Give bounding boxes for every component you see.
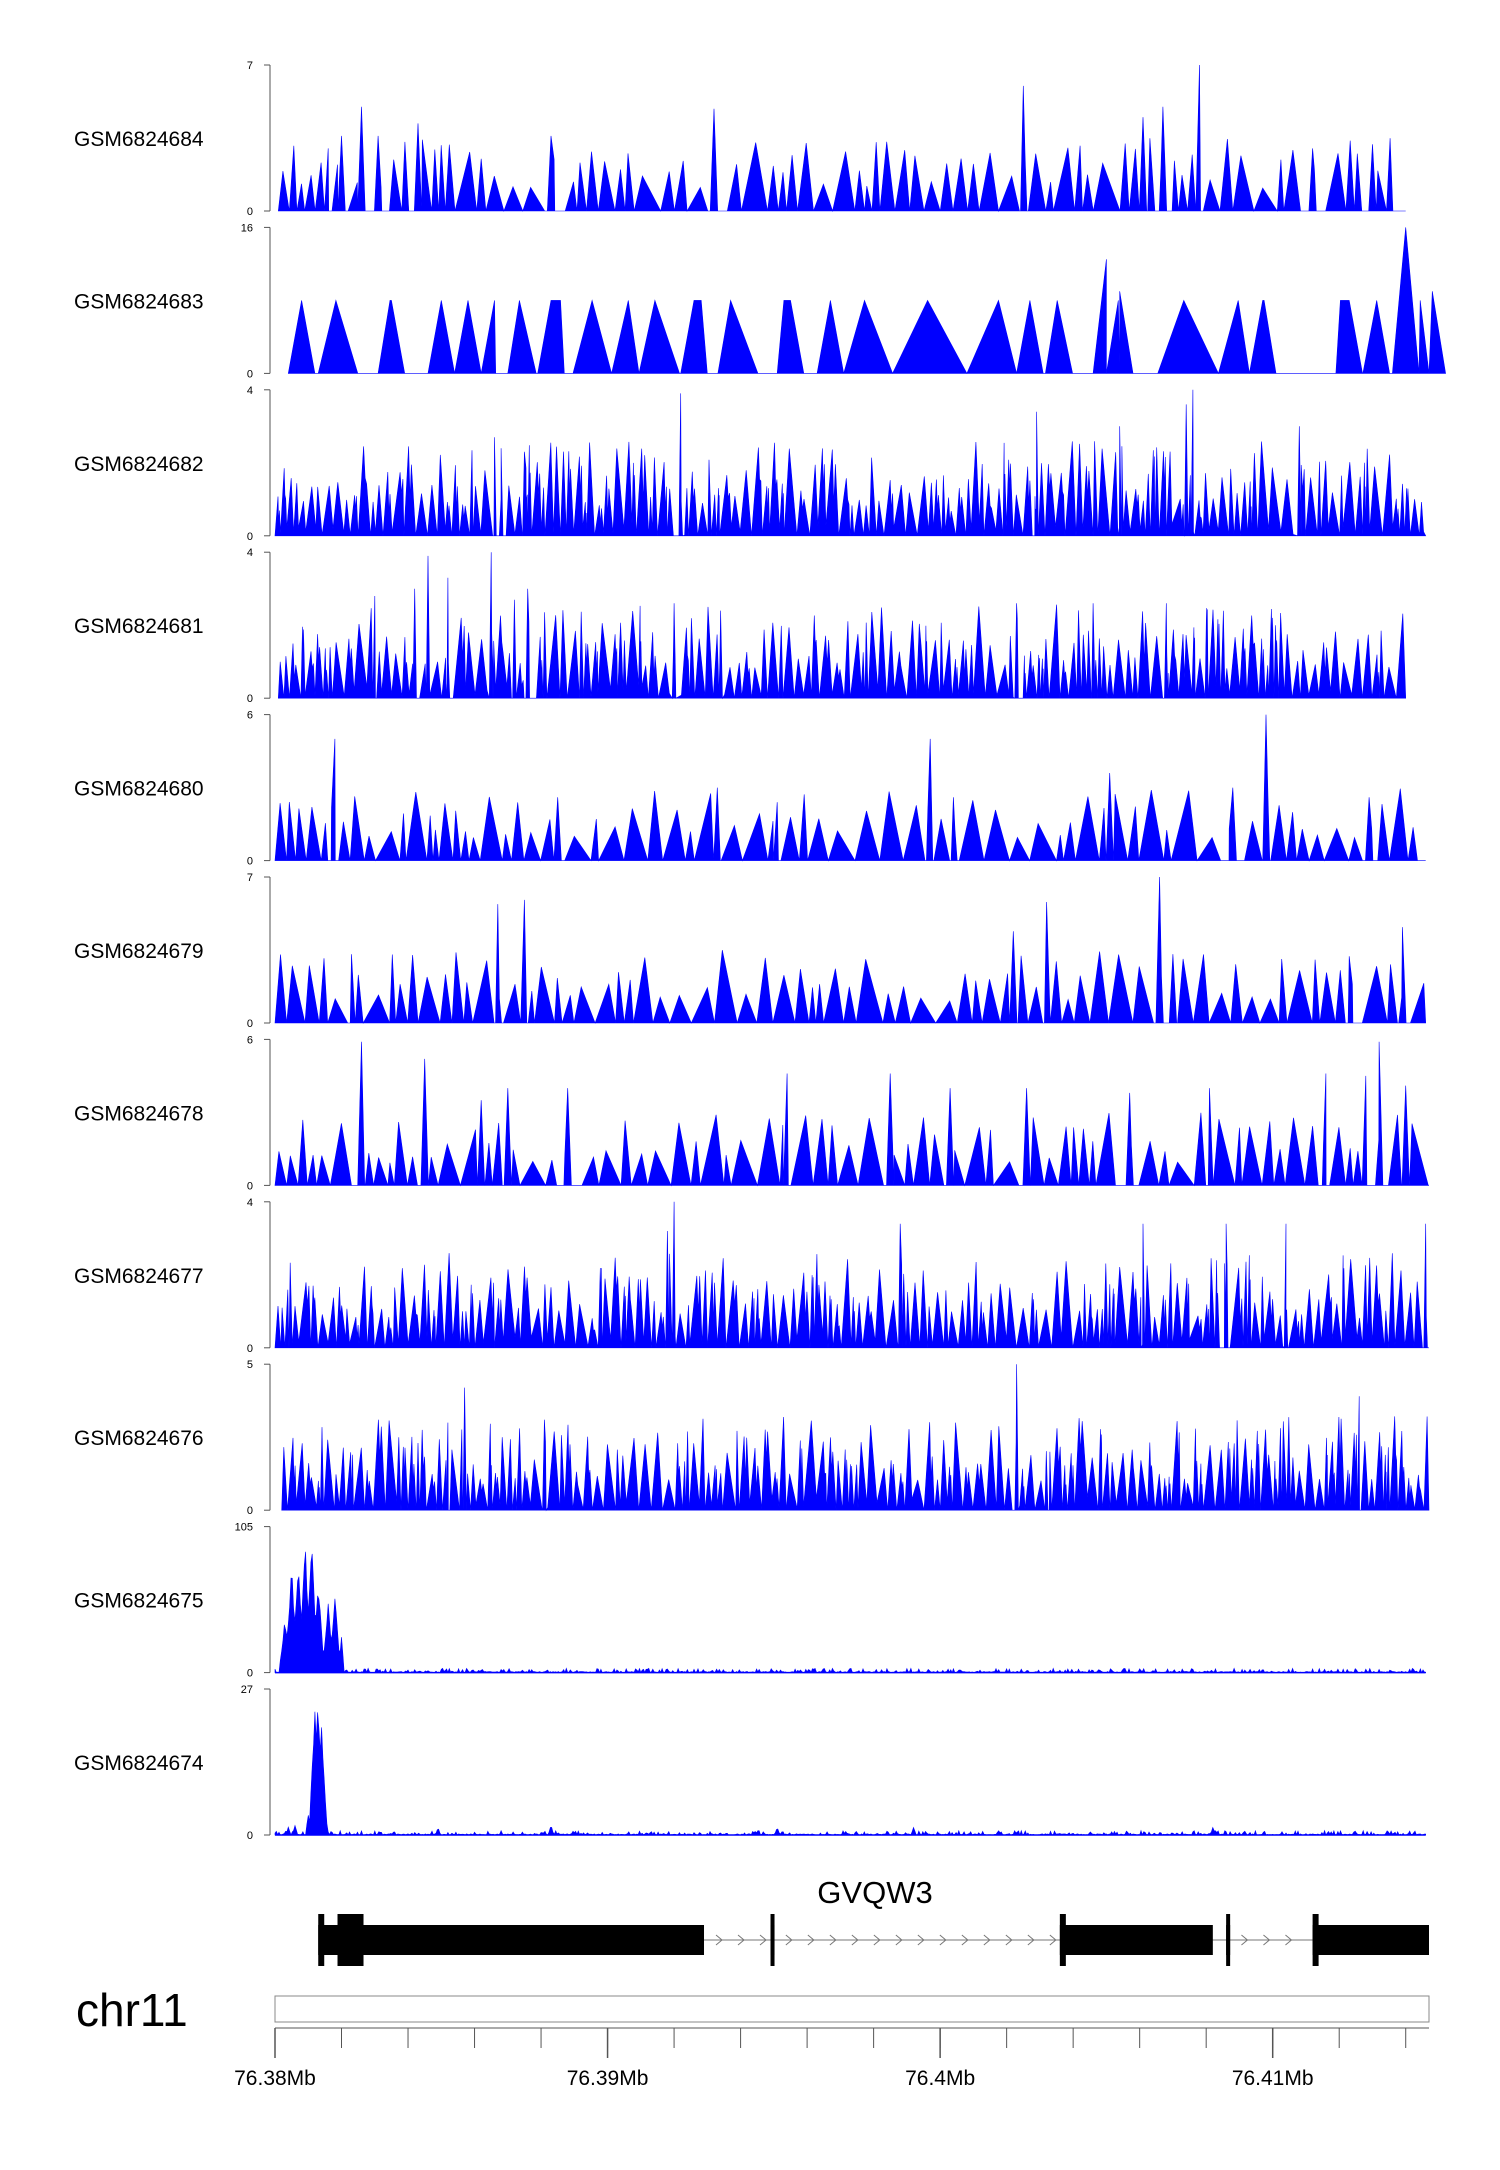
x-tick-label: 76.41Mb (1232, 2067, 1314, 2090)
track-GSM6824682: GSM6824682 4 0 (74, 385, 1427, 543)
y-zero-label: 0 (247, 693, 253, 705)
track-label: GSM6824679 (74, 940, 204, 963)
strand-chevron (715, 1934, 723, 1946)
y-zero-label: 0 (247, 1668, 253, 1680)
exon-boundary-mark (318, 1914, 325, 1966)
track-GSM6824681: GSM6824681 4 0 (74, 547, 1406, 705)
y-max-label: 16 (241, 222, 253, 234)
exon-boundary-mark (1226, 1914, 1231, 1966)
strand-chevron (1285, 1934, 1293, 1946)
signal-area (274, 714, 1426, 862)
y-max-label: 105 (235, 1522, 253, 1534)
signal-tracks: GSM682468470GSM6824683160GSM682468240GSM… (74, 60, 1446, 1842)
x-tick-label: 76.38Mb (234, 2067, 316, 2090)
y-max-label: 4 (247, 547, 253, 559)
track-GSM6824676: GSM6824676 5 0 (74, 1359, 1430, 1517)
signal-area (277, 552, 1406, 700)
signal-area (274, 389, 1427, 537)
signal-area (274, 1041, 1429, 1187)
track-label: GSM6824677 (74, 1265, 204, 1288)
track-label: GSM6824682 (74, 453, 204, 476)
y-zero-label: 0 (247, 1830, 253, 1842)
signal-area (287, 227, 1446, 375)
chromosome-band (274, 1995, 1430, 2023)
gene-model-track: GVQW3 (318, 1875, 1429, 1966)
y-max-label: 27 (241, 1684, 253, 1696)
chromosome-ideogram: chr11 (76, 1984, 1430, 2036)
track-label: GSM6824680 (74, 778, 204, 801)
y-zero-label: 0 (247, 1343, 253, 1355)
strand-chevron (785, 1934, 793, 1946)
track-GSM6824679: GSM6824679 7 0 (74, 872, 1427, 1030)
strand-chevron (807, 1934, 815, 1946)
strand-chevron (851, 1934, 859, 1946)
signal-area (274, 1711, 1426, 1836)
track-label: GSM6824678 (74, 1102, 204, 1125)
x-tick-label: 76.39Mb (567, 2067, 649, 2090)
strand-chevron (939, 1934, 947, 1946)
signal-area (277, 64, 1406, 213)
gene-name-label: GVQW3 (817, 1875, 932, 1910)
exon-5 (1312, 1925, 1429, 1955)
strand-chevron (961, 1934, 969, 1946)
chromosome-label: chr11 (76, 1984, 188, 2036)
strand-chevron (1027, 1934, 1035, 1946)
y-max-label: 6 (247, 710, 253, 722)
track-GSM6824684: GSM6824684 7 0 (74, 60, 1406, 218)
signal-area (274, 1551, 1426, 1674)
strand-chevron (737, 1934, 745, 1946)
genome-axis: 76.38Mb 76.39Mb 76.4Mb 76.41Mb (234, 2027, 1429, 2090)
y-max-label: 5 (247, 1359, 253, 1371)
track-GSM6824683: GSM6824683 16 0 (74, 222, 1446, 380)
exon-boundary-mark (1059, 1914, 1066, 1966)
y-max-label: 4 (247, 385, 253, 397)
strand-chevron (829, 1934, 837, 1946)
y-max-label: 7 (247, 872, 253, 884)
track-GSM6824677: GSM6824677 4 0 (74, 1197, 1429, 1355)
y-zero-label: 0 (247, 531, 253, 543)
strand-chevron (917, 1934, 925, 1946)
y-max-label: 6 (247, 1034, 253, 1046)
exon-boundary-mark (1312, 1914, 1319, 1966)
exon-boundary-mark (770, 1914, 775, 1966)
strand-chevron (1049, 1934, 1057, 1946)
signal-area (274, 876, 1427, 1025)
strand-chevron (895, 1934, 903, 1946)
track-label: GSM6824683 (74, 290, 204, 313)
x-tick-label: 76.4Mb (905, 2067, 975, 2090)
y-zero-label: 0 (247, 1505, 253, 1517)
track-label: GSM6824676 (74, 1427, 204, 1450)
track-GSM6824678: GSM6824678 6 0 (74, 1034, 1429, 1192)
y-zero-label: 0 (247, 1180, 253, 1192)
cds-start-mark (337, 1914, 364, 1966)
strand-chevron (1263, 1934, 1271, 1946)
y-max-label: 7 (247, 60, 253, 72)
strand-chevron (1005, 1934, 1013, 1946)
track-GSM6824675: GSM6824675 105 0 (74, 1522, 1426, 1680)
strand-chevron (759, 1934, 767, 1946)
y-zero-label: 0 (247, 206, 253, 218)
signal-area (274, 1201, 1429, 1349)
track-label: GSM6824675 (74, 1590, 204, 1613)
y-max-label: 4 (247, 1197, 253, 1209)
strand-chevron (983, 1934, 991, 1946)
exon-1 (318, 1925, 705, 1955)
signal-area (281, 1364, 1430, 1512)
strand-chevron (1241, 1934, 1249, 1946)
track-label: GSM6824681 (74, 615, 204, 638)
exon-3 (1059, 1925, 1213, 1955)
y-zero-label: 0 (247, 856, 253, 868)
y-zero-label: 0 (247, 368, 253, 380)
track-GSM6824674: GSM6824674 27 0 (74, 1684, 1426, 1842)
track-label: GSM6824674 (74, 1752, 204, 1775)
strand-chevron (873, 1934, 881, 1946)
track-label: GSM6824684 (74, 128, 204, 151)
track-GSM6824680: GSM6824680 6 0 (74, 710, 1426, 868)
y-zero-label: 0 (247, 1018, 253, 1030)
